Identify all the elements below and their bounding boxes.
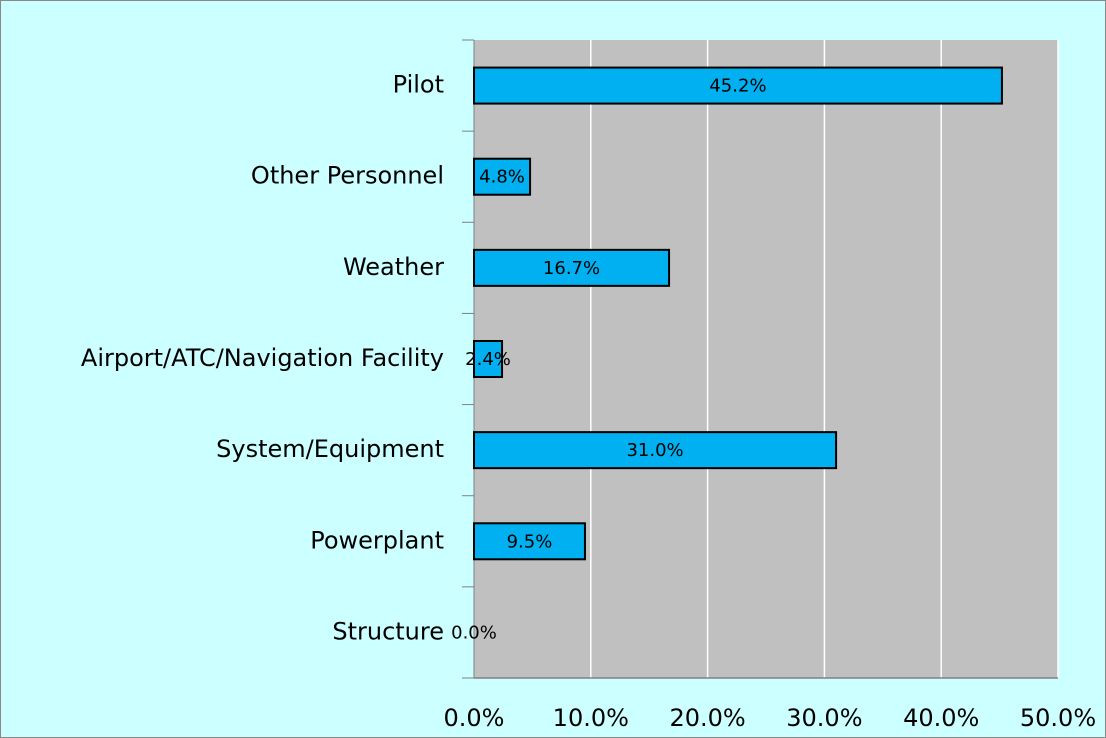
data-label: 31.0% [626,440,683,461]
data-label: 4.8% [479,167,525,188]
x-tick-label: 40.0% [903,704,979,732]
y-tick-label: Airport/ATC/Navigation Facility [81,344,444,372]
y-tick-label: System/Equipment [216,435,444,463]
x-tick-label: 0.0% [444,704,505,732]
bar [473,157,532,196]
bar [473,340,504,378]
y-tick-label: Other Personnel [251,162,444,190]
y-tick-label: Powerplant [310,526,444,554]
y-tick-label: Weather [343,253,444,281]
y-tick-label: Structure [332,617,444,645]
data-label: 2.4% [465,349,511,370]
data-label: 45.2% [709,76,766,97]
x-tick-label: 10.0% [553,704,629,732]
data-label: 16.7% [543,258,600,279]
x-tick-label: 20.0% [669,704,745,732]
x-tick-label: 50.0% [1020,704,1096,732]
bar [473,431,838,470]
bar [473,248,671,287]
data-label: 0.0% [451,622,497,643]
bar [473,66,1003,105]
bar [473,522,586,561]
plot-area [474,40,1058,678]
x-tick-label: 30.0% [786,704,862,732]
data-label: 9.5% [507,531,553,552]
y-tick-label: Pilot [393,71,444,99]
